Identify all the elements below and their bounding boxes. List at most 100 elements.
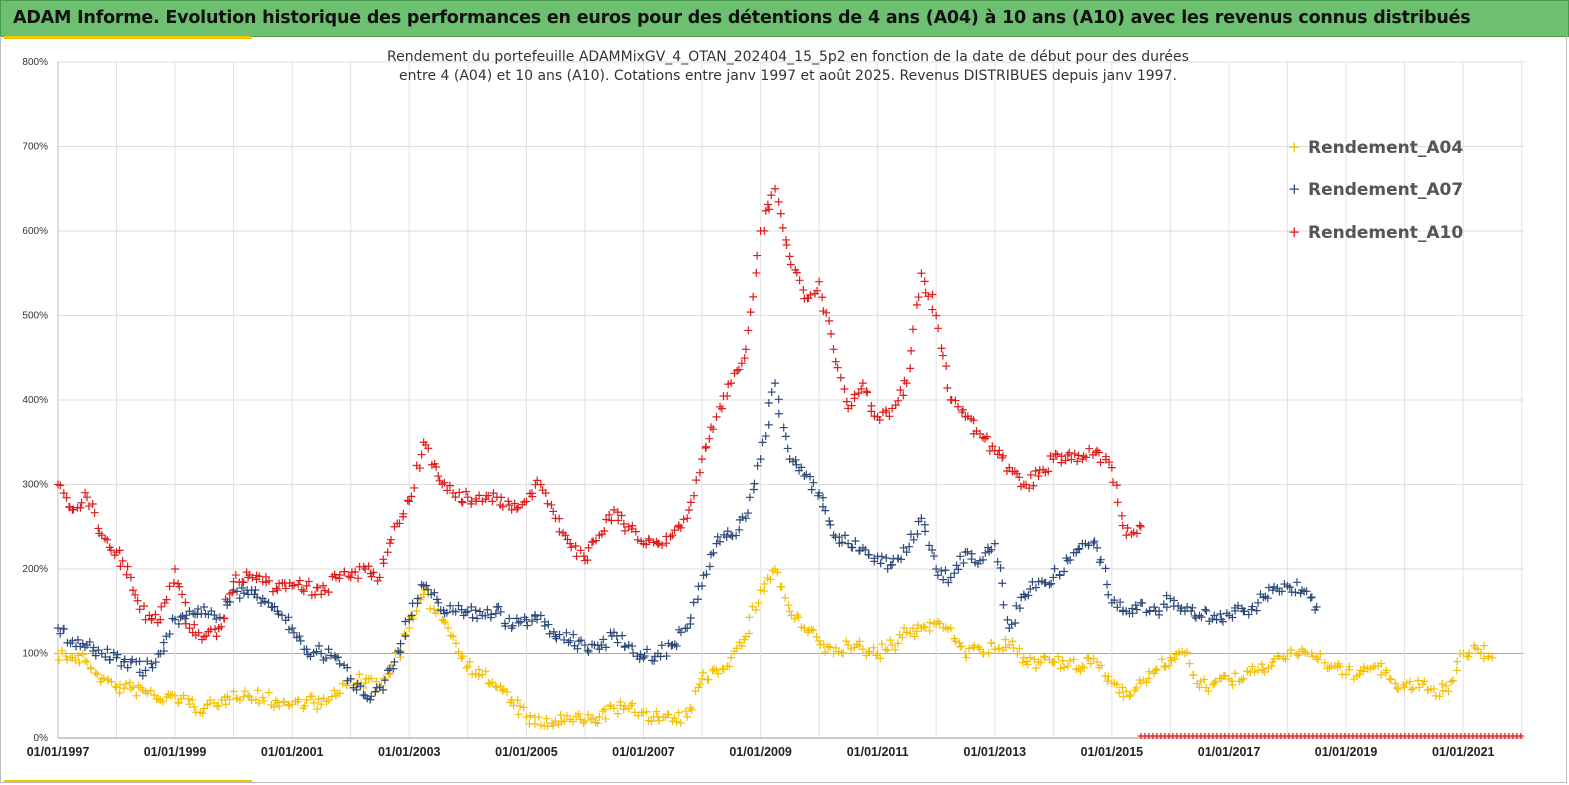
fill-point — [181, 614, 190, 623]
fill-point — [959, 559, 968, 568]
fill-point — [738, 512, 747, 521]
fill-point — [933, 571, 942, 580]
data-point — [961, 649, 970, 658]
fill-point — [497, 493, 506, 502]
fill-point — [1202, 606, 1211, 615]
fill-point — [56, 481, 65, 490]
fill-point — [120, 655, 129, 664]
fill-point — [713, 532, 722, 541]
data-point — [741, 345, 750, 354]
fill-point — [534, 713, 543, 722]
data-point — [1195, 683, 1204, 692]
fill-point — [909, 325, 918, 334]
fill-point — [296, 636, 305, 645]
fill-point — [745, 613, 754, 622]
fill-point — [403, 496, 412, 505]
fill-point — [863, 388, 872, 397]
fill-point — [190, 702, 199, 711]
fill-point — [899, 543, 908, 552]
fill-point — [1050, 564, 1059, 573]
fill-point — [1218, 617, 1227, 626]
legend-label-a07: Rendement_A07 — [1308, 180, 1463, 200]
fill-point — [774, 395, 783, 404]
fill-point — [1129, 528, 1138, 537]
fill-point — [176, 613, 185, 622]
data-point — [727, 653, 736, 662]
fill-point — [465, 657, 474, 666]
fill-point — [767, 191, 776, 200]
fill-point — [1011, 618, 1020, 627]
fill-point — [1183, 648, 1192, 657]
fill-point — [994, 644, 1003, 653]
fill-point — [1465, 648, 1474, 657]
fill-point — [876, 559, 885, 568]
fill-point — [148, 663, 157, 672]
fill-point — [679, 515, 688, 524]
fill-point — [963, 547, 972, 556]
fill-point — [841, 531, 850, 540]
fill-point — [215, 613, 224, 622]
fill-point — [928, 290, 937, 299]
fill-point — [818, 293, 827, 302]
data-point — [405, 615, 414, 624]
fill-point — [791, 455, 800, 464]
fill-point — [61, 652, 70, 661]
fill-point — [912, 627, 921, 636]
fill-point — [1240, 607, 1249, 616]
fill-point — [1250, 667, 1259, 676]
fill-point — [1369, 662, 1378, 671]
fill-point — [1165, 661, 1174, 670]
fill-point — [533, 615, 542, 624]
fill-point — [544, 620, 553, 629]
fill-point — [235, 594, 244, 603]
fill-point — [735, 525, 744, 534]
fill-point — [572, 552, 581, 561]
fill-point — [676, 718, 685, 727]
fill-point — [744, 326, 753, 335]
fill-point — [970, 641, 979, 650]
fill-point — [138, 671, 147, 680]
fill-point — [1003, 615, 1012, 624]
data-point — [888, 641, 897, 650]
fill-point — [396, 639, 405, 648]
fill-point — [516, 702, 525, 711]
fill-point — [202, 631, 211, 640]
fill-point — [533, 476, 542, 485]
fill-point — [864, 550, 873, 559]
fill-point — [335, 570, 344, 579]
data-point — [741, 514, 750, 523]
fill-point — [1132, 605, 1141, 614]
fill-point — [462, 487, 471, 496]
fill-point — [1055, 571, 1064, 580]
bottom-marker-band — [1137, 733, 1524, 739]
fill-point — [1438, 679, 1447, 688]
fill-point — [512, 504, 521, 513]
fill-point — [774, 197, 783, 206]
fill-point — [488, 678, 497, 687]
fill-point — [1007, 620, 1016, 629]
fill-point — [379, 555, 388, 564]
fill-point — [583, 556, 592, 565]
fill-point — [321, 654, 330, 663]
fill-point — [937, 344, 946, 353]
fill-point — [76, 503, 85, 512]
fill-point — [58, 646, 67, 655]
fill-point — [556, 710, 565, 719]
fill-point — [924, 292, 933, 301]
fill-point — [947, 395, 956, 404]
fill-point — [451, 607, 460, 616]
fill-point — [1126, 691, 1135, 700]
fill-point — [488, 497, 497, 506]
data-point — [683, 514, 692, 523]
fill-point — [826, 643, 835, 652]
fill-point — [221, 595, 230, 604]
data-point — [844, 641, 853, 650]
fill-point — [424, 444, 433, 453]
fill-point — [1094, 448, 1103, 457]
fill-point — [491, 609, 500, 618]
data-point — [302, 645, 311, 654]
fill-point — [1060, 567, 1069, 576]
legend-label-a04: Rendement_A04 — [1308, 138, 1463, 158]
fill-point — [489, 489, 498, 498]
fill-point — [115, 546, 124, 555]
